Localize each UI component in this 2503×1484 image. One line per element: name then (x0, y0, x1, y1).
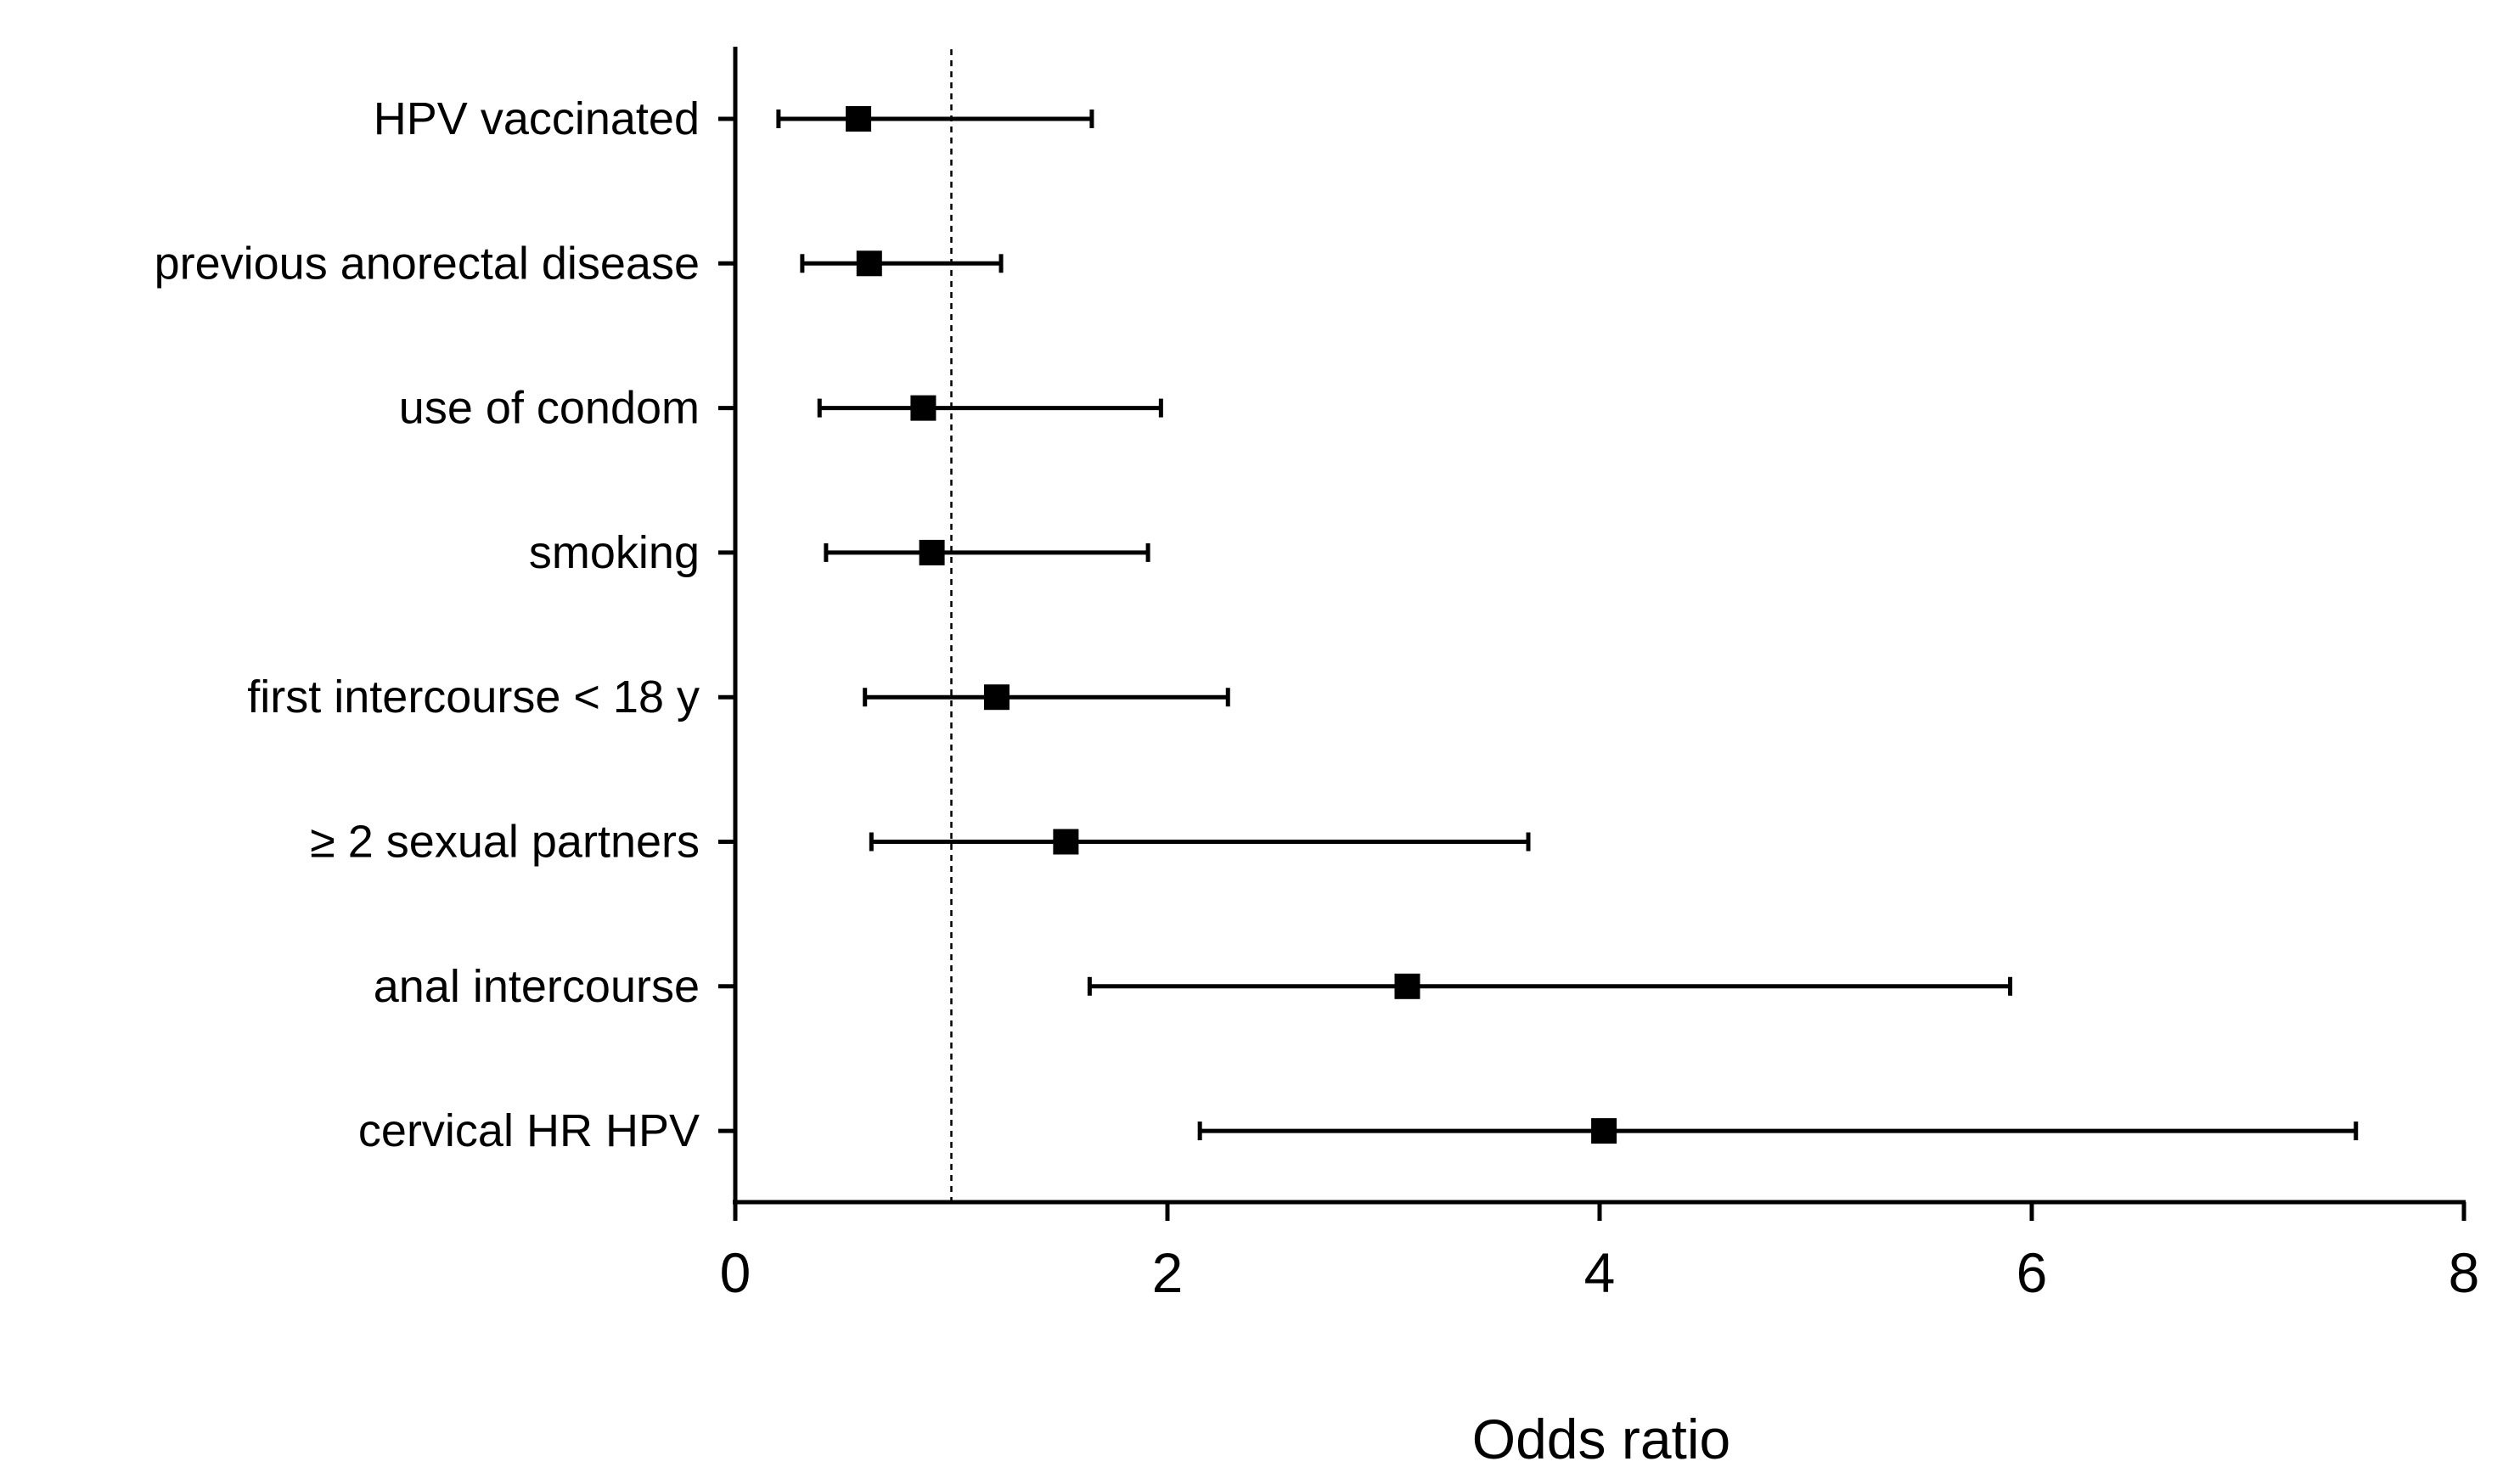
x-tick-label: 4 (1584, 1241, 1616, 1304)
x-tick-label: 6 (2016, 1241, 2048, 1304)
category-label: HPV vaccinated (374, 93, 700, 144)
estimate-marker (1053, 829, 1079, 855)
estimate-marker (919, 539, 945, 565)
category-label: use of condom (399, 383, 700, 434)
estimate-marker (1591, 1118, 1617, 1144)
category-label: first intercourse < 18 y (247, 672, 700, 722)
estimate-marker (1394, 973, 1420, 999)
category-label: anal intercourse (374, 961, 700, 1012)
category-label: smoking (529, 527, 700, 578)
x-tick-label: 2 (1152, 1241, 1184, 1304)
estimate-marker (846, 106, 872, 132)
estimate-marker (983, 684, 1010, 711)
x-tick-label: 8 (2449, 1241, 2480, 1304)
x-axis-title: Odds ratio (1472, 1408, 1730, 1470)
category-label: cervical HR HPV (358, 1105, 700, 1156)
estimate-marker (856, 250, 882, 277)
x-tick-label: 0 (720, 1241, 751, 1304)
category-label: ≥ 2 sexual partners (310, 817, 700, 868)
estimate-marker (910, 395, 937, 421)
category-label: previous anorectal disease (155, 238, 700, 289)
